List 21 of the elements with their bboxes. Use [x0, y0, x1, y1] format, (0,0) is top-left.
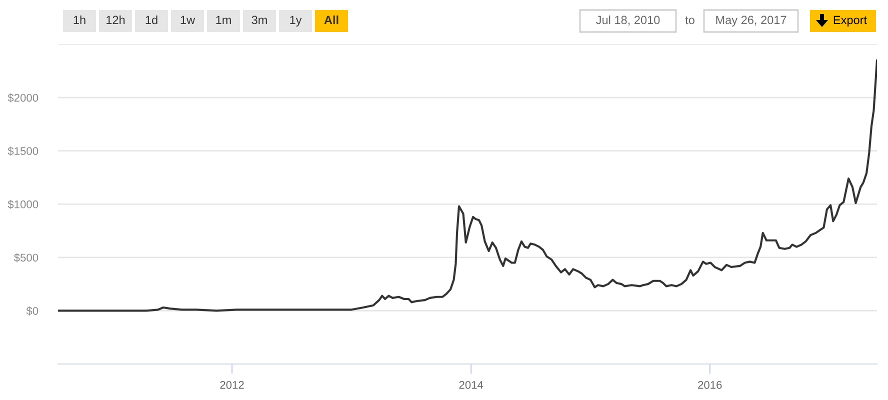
- text: to: [685, 16, 694, 24]
- text: 1w: [180, 16, 196, 24]
- text: 1d: [146, 16, 158, 24]
- y-tick-label: $0: [26, 306, 38, 316]
- y-tick-label: $2000: [8, 93, 38, 102]
- y-tick-label: $1000: [8, 200, 38, 209]
- x-tick-label: 2012: [220, 380, 244, 389]
- line-series: [58, 59, 877, 312]
- text: All: [324, 16, 338, 24]
- text: May 26, 2017: [716, 16, 786, 26]
- x-tick-label: 2014: [459, 380, 484, 389]
- y-tick-label: $500: [14, 253, 38, 262]
- text: 3m: [252, 16, 267, 24]
- text: 1h: [74, 16, 86, 24]
- x-tick-label: 2016: [698, 380, 722, 389]
- text: 1m: [216, 16, 231, 24]
- y-tick-label: $1500: [8, 146, 38, 156]
- text: 12h: [106, 16, 125, 24]
- text: Jul 18, 2010: [596, 16, 660, 26]
- text: Export: [834, 16, 867, 26]
- text: 1y: [290, 16, 302, 26]
